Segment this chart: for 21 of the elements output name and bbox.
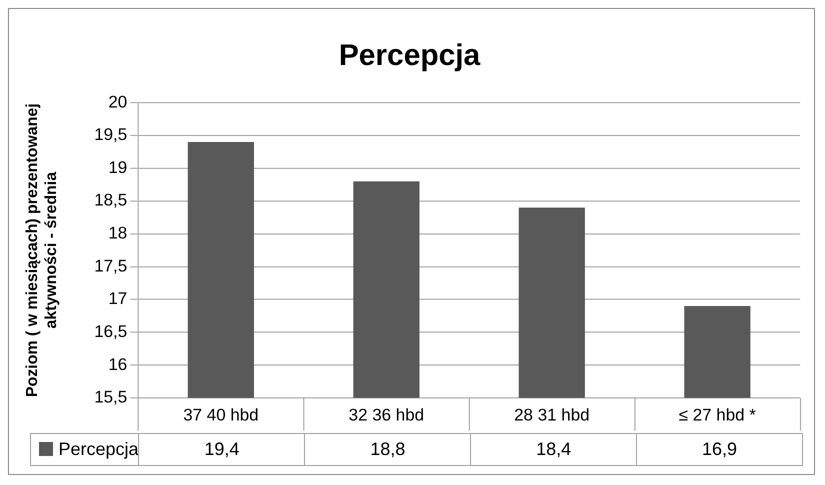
data-label: 19,4 [204, 438, 240, 460]
x-tick-label: ≤ 27 hbd * [678, 406, 756, 425]
y-tick-label: 18,5 [94, 190, 128, 210]
x-tick-label: 32 36 hbd [348, 406, 424, 425]
y-tick-label: 19 [108, 158, 128, 177]
y-axis-title: Poziom ( w miesiącach) prezentowanej aktywności - średnia [24, 103, 60, 398]
y-tick-label: 18 [108, 224, 128, 243]
data-label: 18,8 [370, 438, 406, 460]
data-label: 18,4 [536, 438, 572, 460]
y-tick-label: 20 [108, 92, 128, 112]
y-tick-label: 19,5 [94, 125, 128, 144]
chart-title: Percepcja [338, 39, 481, 72]
y-tick-label: 16 [108, 354, 128, 374]
legend-label: Percepcja [58, 438, 139, 460]
x-tick-label: 28 31 hbd [514, 406, 590, 425]
y-tick-label: 16,5 [94, 322, 128, 341]
y-tick-label: 17 [108, 289, 128, 308]
x-tick-label: 37 40 hbd [183, 406, 259, 425]
y-tick-label: 17,5 [94, 256, 128, 276]
data-label: 16,9 [702, 438, 738, 460]
y-tick-label: 15,5 [94, 388, 128, 407]
